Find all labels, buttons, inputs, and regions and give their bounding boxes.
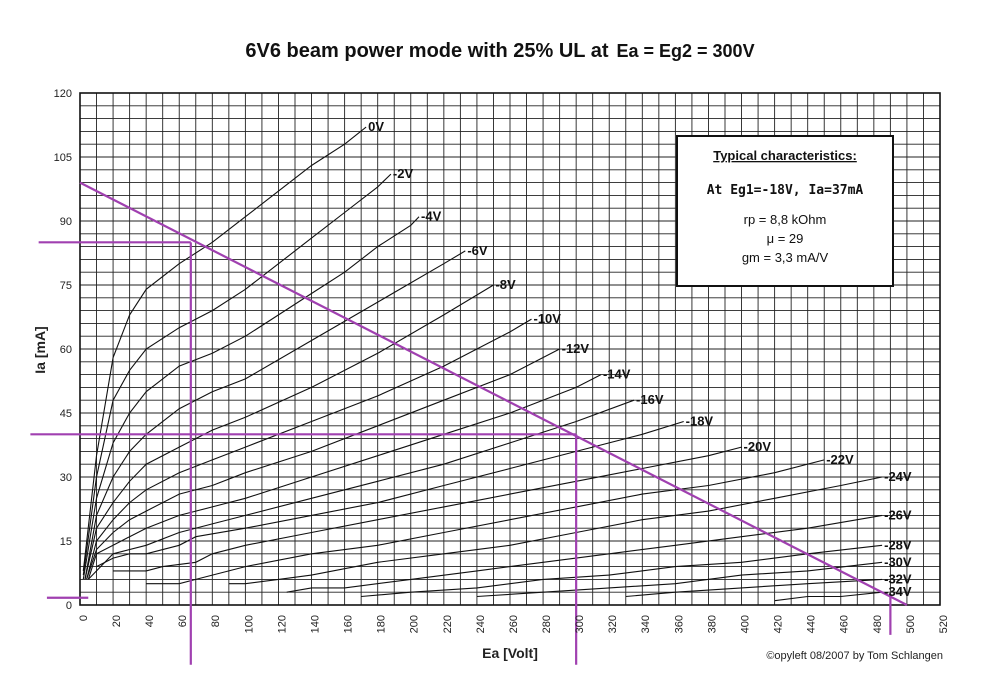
- chart-title-main: 6V6 beam power mode with 25% UL at: [245, 40, 608, 62]
- curve-label: -26V: [884, 507, 912, 522]
- x-tick-label: 220: [442, 615, 454, 633]
- y-tick-label: 75: [60, 280, 72, 292]
- curve-labels: 0V -2V -4V -6V -8V -10V-12V -14V -16V -18V -20V -2…: [368, 119, 912, 599]
- mu-value: μ = 29: [767, 231, 804, 246]
- gm-value: gm = 3,3 mA/V: [742, 250, 829, 265]
- curve-label: -28V: [884, 537, 912, 552]
- y-tick-label: 0: [66, 600, 72, 612]
- x-tick-label: 160: [343, 615, 355, 633]
- curve-eg1-minus20V: [113, 446, 742, 572]
- curve-eg1-minus18V: [96, 420, 684, 568]
- x-tick-label: 100: [243, 615, 255, 633]
- curve-label: -32V: [884, 571, 912, 586]
- curves: [82, 126, 883, 602]
- curve-eg1-minus12V: [86, 348, 560, 580]
- x-tick-label: 340: [640, 615, 652, 633]
- curve-eg1-minus14V: [87, 374, 602, 580]
- curve-eg1-minus28V: [361, 544, 883, 598]
- reference-lines: [30, 181, 908, 665]
- curve-label: -4V: [421, 209, 442, 224]
- x-tick-label: 280: [541, 615, 553, 633]
- x-tick-label: 140: [309, 615, 321, 633]
- x-tick-label: 40: [144, 615, 156, 627]
- y-tick-label: 105: [54, 152, 72, 164]
- load-line: [79, 181, 908, 606]
- y-tick-label: 15: [60, 536, 72, 548]
- grid: [79, 92, 941, 606]
- curve-eg1-minus6V: [84, 250, 466, 580]
- curve-label: -6V: [467, 243, 488, 258]
- curve-eg1-minus8V: [84, 284, 494, 580]
- curve-label: -12V: [562, 341, 590, 356]
- x-tick-label: 240: [475, 615, 487, 633]
- x-tick-label: 80: [210, 615, 222, 627]
- chart-title-condition: Ea = Eg2 = 300V: [616, 41, 754, 61]
- copyright-note: ©opyleft 08/2007 by Tom Schlangen: [766, 650, 943, 662]
- curve-eg1-0V: [82, 126, 367, 571]
- curve-eg1-minus26V: [286, 514, 883, 593]
- curve-label: -14V: [603, 367, 631, 382]
- curve-eg1-minus32V: [625, 578, 883, 598]
- x-tick-label: 420: [773, 615, 785, 633]
- x-tick-label: 400: [739, 615, 751, 633]
- y-axis-label: Ia [mA]: [32, 326, 48, 373]
- curve-eg1-minus16V: [87, 399, 635, 580]
- x-tick-label: 120: [276, 615, 288, 633]
- tick-labels: 0 20 40 60 80 100 120 140 160 180 200 220 240 260 280 3…: [54, 88, 950, 633]
- curve-eg1-minus24V: [228, 476, 883, 585]
- curve-label: -22V: [826, 452, 854, 467]
- curve-label: -30V: [884, 554, 912, 569]
- chart-title: 6V6 beam power mode with 25% UL at Ea = E…: [245, 40, 754, 62]
- x-tick-label: 0: [78, 615, 90, 621]
- curve-label: -18V: [686, 414, 714, 429]
- curve-label: -2V: [393, 166, 414, 181]
- curve-label: -10V: [534, 311, 562, 326]
- y-tick-label: 45: [60, 408, 72, 420]
- curve-label: -16V: [636, 392, 664, 407]
- x-tick-label: 520: [938, 615, 950, 633]
- curve-eg1-minus2V: [82, 173, 392, 576]
- x-axis-label: Ea [Volt]: [482, 645, 538, 661]
- rp-value: rp = 8,8 kOhm: [744, 212, 827, 227]
- curve-eg1-minus22V: [146, 459, 825, 585]
- curve-label: -24V: [884, 469, 912, 484]
- operating-point-text: At Eg1=-18V, Ia=37mA: [707, 183, 864, 198]
- curve-label: -20V: [744, 439, 772, 454]
- x-tick-label: 180: [376, 615, 388, 633]
- curve-eg1-minus4V: [82, 216, 420, 580]
- x-tick-label: 500: [905, 615, 917, 633]
- plot-frame: [79, 92, 941, 606]
- x-tick-label: 460: [839, 615, 851, 633]
- x-tick-label: 480: [872, 615, 884, 633]
- curve-eg1-minus34V: [774, 591, 883, 602]
- x-tick-label: 200: [409, 615, 421, 633]
- x-tick-label: 440: [806, 615, 818, 633]
- x-tick-label: 320: [607, 615, 619, 633]
- y-tick-label: 60: [60, 344, 72, 356]
- curve-eg1-minus10V: [86, 318, 532, 580]
- y-tick-label: 90: [60, 216, 72, 228]
- characteristics-box-frame: [676, 135, 894, 287]
- y-tick-label: 120: [54, 88, 72, 100]
- x-tick-label: 60: [177, 615, 189, 627]
- x-tick-label: 20: [111, 615, 123, 627]
- characteristics-heading: Typical characteristics:: [713, 148, 857, 163]
- curve-label: -8V: [495, 277, 516, 292]
- x-tick-label: 260: [508, 615, 520, 633]
- curve-label: -34V: [884, 584, 912, 599]
- characteristics-box: Typical characteristics: At Eg1=-18V, Ia…: [676, 135, 894, 287]
- curve-label: 0V: [368, 119, 384, 134]
- x-tick-label: 300: [574, 615, 586, 633]
- x-tick-label: 380: [706, 615, 718, 633]
- y-tick-label: 30: [60, 472, 72, 484]
- x-tick-label: 360: [673, 615, 685, 633]
- curve-eg1-minus30V: [476, 561, 883, 598]
